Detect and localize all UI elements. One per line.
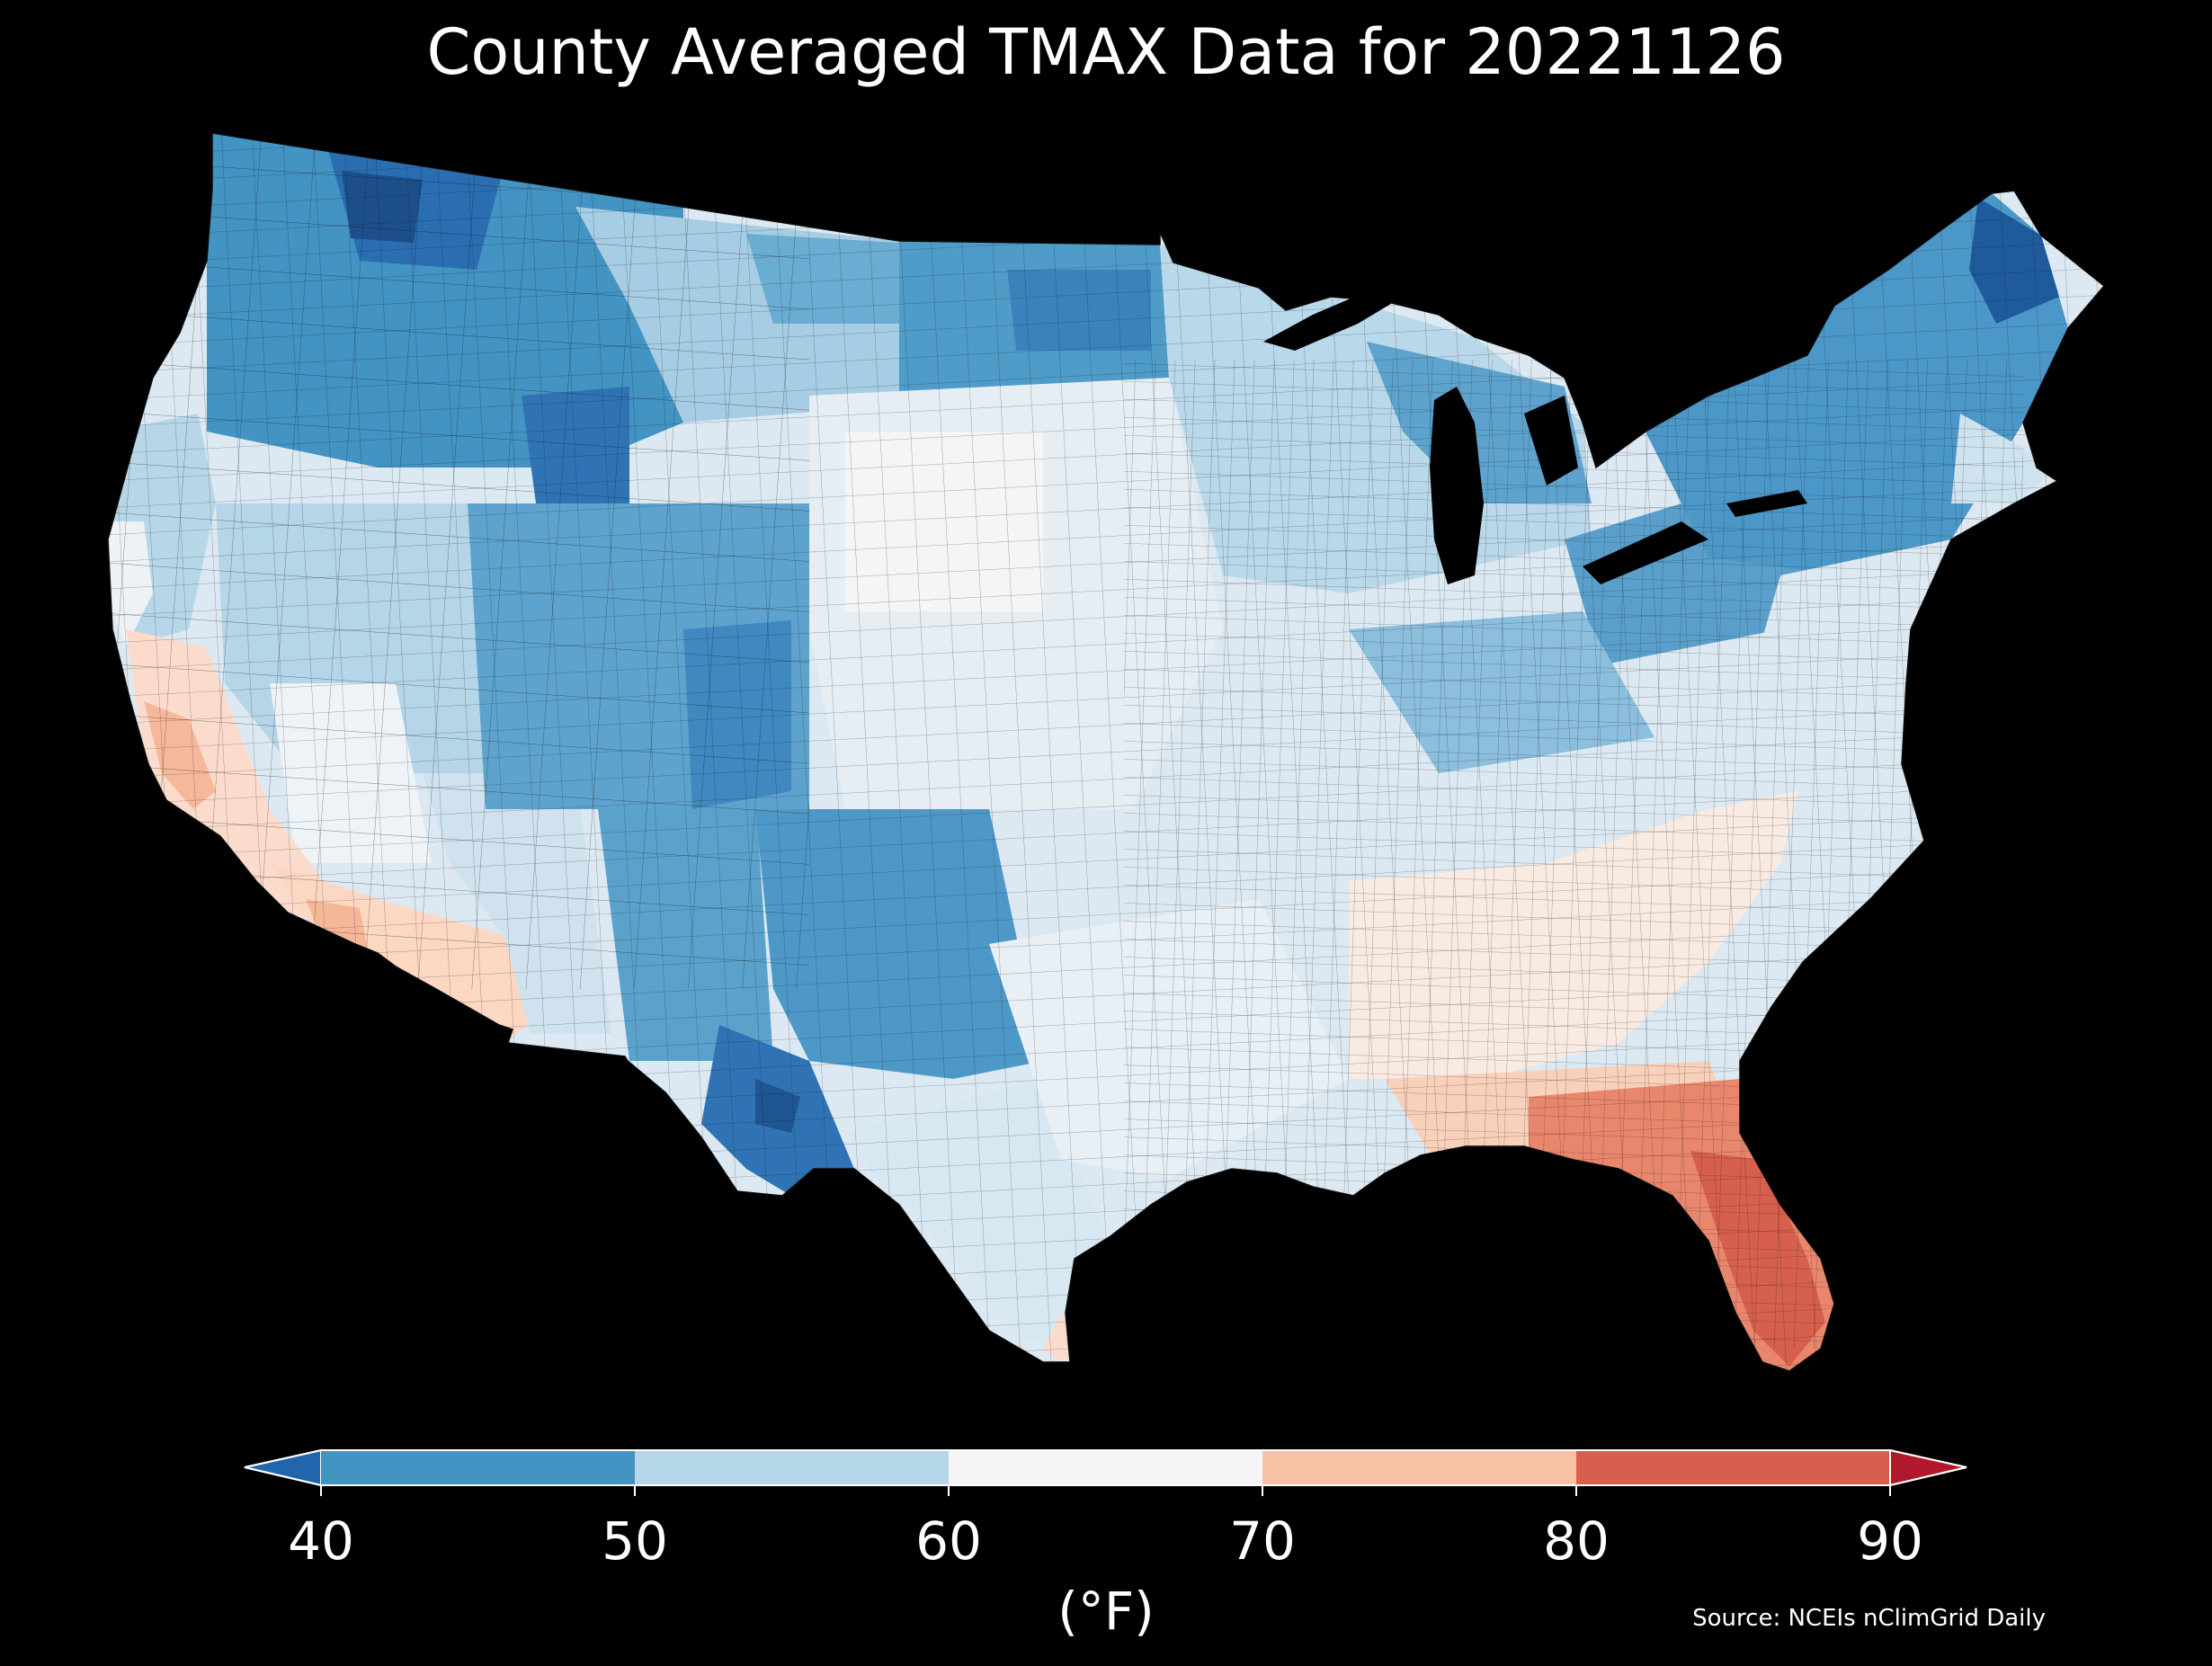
source-credit: Source: NCEIs nClimGrid Daily (1692, 1605, 2046, 1632)
colorbar-tick-label: 80 (1543, 1510, 1610, 1572)
colorbar-tick-label: 90 (1857, 1510, 1923, 1572)
colorbar-tick-label: 40 (288, 1510, 354, 1572)
colorbar-bin (635, 1450, 949, 1485)
lake-huron (1524, 396, 1578, 486)
colorbar-bin (1262, 1450, 1576, 1485)
colorbar-tick-label: 50 (602, 1510, 668, 1572)
lake-superior (1263, 288, 1403, 351)
colorbar-extend-low (244, 1448, 322, 1487)
colorbar-bin (1576, 1450, 1890, 1485)
map-title: County Averaged TMAX Data for 20221126 (426, 15, 1785, 89)
colorbar-bins (321, 1450, 1890, 1485)
colorbar-unit-label: (°F) (1057, 1581, 1155, 1642)
colorbar-tick-label: 60 (915, 1510, 982, 1572)
lake-michigan (1430, 387, 1484, 584)
colorbar: 40 50 60 70 80 90 (°F) (244, 1448, 1967, 1642)
lake-ontario (1726, 490, 1807, 517)
colorbar-bin (949, 1450, 1262, 1485)
us-county-choropleth (108, 133, 2104, 1371)
colorbar-bin (321, 1450, 635, 1485)
lake-erie (1583, 521, 1708, 584)
great-lakes (1263, 288, 1807, 584)
colorbar-ticks: 40 50 60 70 80 90 (288, 1485, 1923, 1572)
colorbar-tick-label: 70 (1229, 1510, 1296, 1572)
colorbar-extend-high (1889, 1448, 1967, 1487)
